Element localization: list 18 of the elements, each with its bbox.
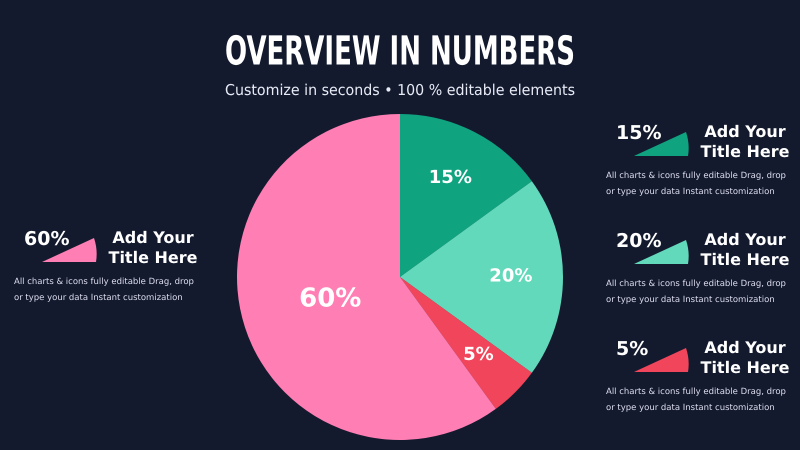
text: All charts & icons fully editable Drag, drop or type your data Instant customization [14,276,195,305]
text: 60% [24,228,70,250]
text: All charts & icons fully editable Drag, drop or type your data Instant customization [606,386,787,415]
chart-subtitle: Customize in seconds • 100 % editable elements [225,82,575,99]
text: Add Your Title Here [700,230,790,270]
text: Add Your Title Here [108,228,198,268]
text: 20% [616,230,662,252]
text: All charts & icons fully editable Drag, drop or type your data Instant customization [606,278,787,307]
text: Add Your Title Here [700,122,790,162]
text: All charts & icons fully editable Drag, drop or type your data Instant customization [606,170,787,199]
data-label: 60% [299,283,362,314]
text: 5% [616,338,648,360]
chart-title: OVERVIEW IN NUMBERS [225,28,575,74]
text: Add Your Title Here [700,338,790,378]
data-label: 15% [428,166,472,188]
text: 15% [616,122,662,144]
data-label: 20% [489,266,532,287]
data-label: 5% [463,344,494,366]
